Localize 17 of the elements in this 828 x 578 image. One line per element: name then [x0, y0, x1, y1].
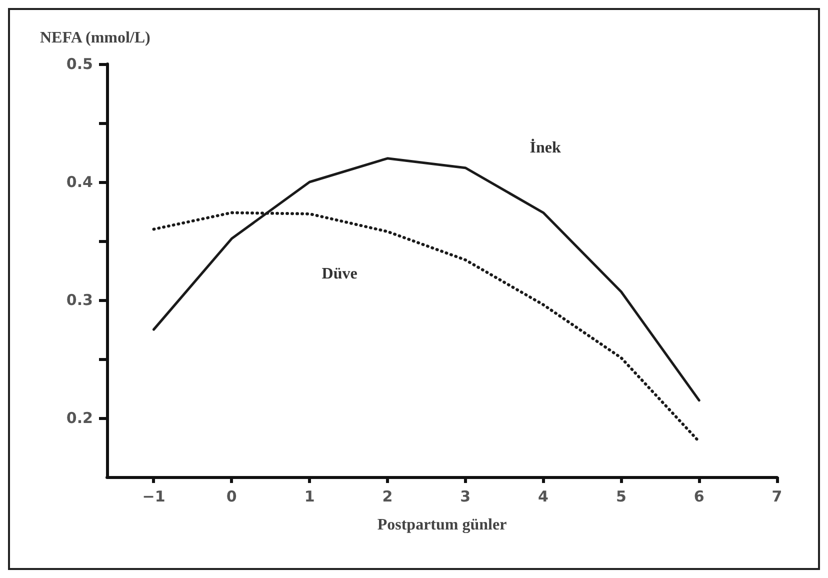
x-tick-label: 3 — [460, 488, 471, 506]
x-tick-label: 7 — [772, 488, 782, 506]
x-tick-label: 2 — [382, 488, 393, 506]
x-tick-label: −1 — [142, 488, 166, 506]
text: Düve — [322, 265, 358, 282]
text: İnek — [530, 138, 562, 156]
y-axis-title: NEFA (mmol/L) — [40, 30, 150, 46]
y-tick-label: 0.3 — [66, 291, 93, 309]
x-tick-label: 5 — [616, 488, 626, 506]
y-tick-label: 0.4 — [66, 173, 93, 191]
x-tick-label: 0 — [226, 488, 237, 506]
x-tick-label: 1 — [304, 488, 315, 506]
y-tick-label: 0.5 — [66, 55, 93, 73]
x-tick-label: 4 — [538, 488, 548, 506]
x-axis-title: Postpartum günler — [377, 516, 507, 534]
y-tick-label: 0.2 — [66, 409, 93, 427]
x-tick-label: 6 — [694, 488, 704, 506]
